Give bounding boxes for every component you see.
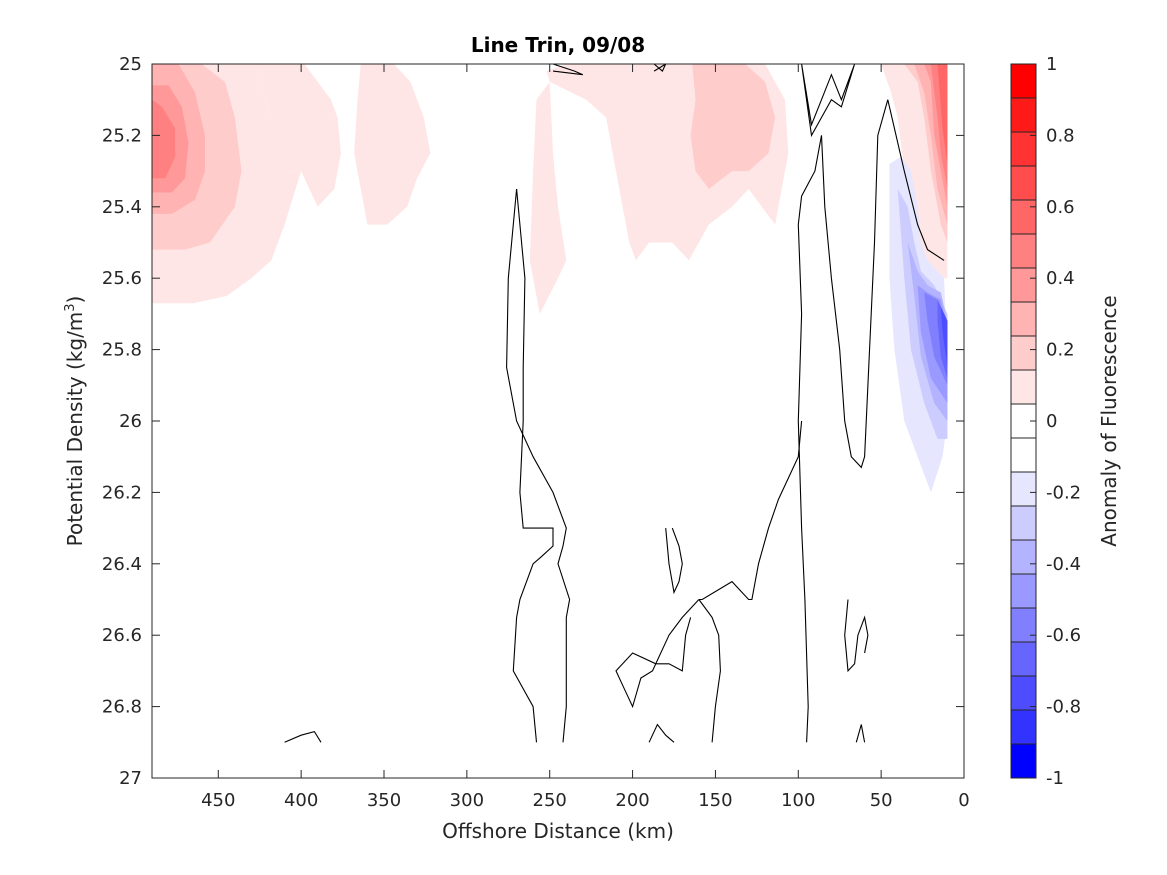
y-tick-label: 25 (119, 54, 142, 75)
y-tick-label: 25.8 (102, 340, 142, 361)
colorbar-tick-label: -0.4 (1046, 554, 1081, 575)
zero-contour-line-3 (797, 135, 823, 743)
zero-contour-line-8 (615, 599, 700, 709)
y-axis-label: Potential Density (kg/m3) (63, 296, 87, 547)
colorbar-swatch-2 (1011, 132, 1036, 167)
colorbar-swatch-15 (1011, 574, 1036, 609)
y-tick-label: 26 (119, 411, 142, 432)
filled-contour-regions (152, 64, 948, 493)
contour-region-2 (354, 64, 431, 225)
y-tick-label: 26.2 (102, 482, 142, 503)
x-axis-label: Offshore Distance (km) (442, 819, 674, 843)
colorbar-swatch-4 (1011, 200, 1036, 235)
colorbar-swatch-19 (1011, 710, 1036, 745)
zero-contour-line-5 (506, 188, 571, 743)
colorbar-tick-label: -0.8 (1046, 697, 1081, 718)
colorbar: 1 0.8 0.6 0.4 0.2 0 -0.2 -0.4 -0.6 -0.8 -1 (1010, 54, 1081, 789)
x-tick-label: 150 (698, 790, 732, 811)
y-axis-label-end: ) (63, 296, 87, 304)
x-tick-label: 300 (450, 790, 484, 811)
colorbar-swatch-1 (1011, 98, 1036, 133)
x-tick-label: 0 (958, 790, 969, 811)
zero-contour-line-9 (698, 599, 721, 743)
zero-contour-lines (284, 64, 945, 743)
zero-contour-line-2 (801, 64, 856, 138)
contour-region-23 (940, 306, 948, 368)
y-tick-label: 25.2 (102, 125, 142, 146)
colorbar-swatch-0 (1011, 64, 1036, 99)
colorbar-tick-label: -0.6 (1046, 625, 1081, 646)
colorbar-label: Anomaly of Fluorescence (1097, 295, 1121, 546)
colorbar-swatch-7 (1011, 302, 1036, 337)
colorbar-swatch-20 (1011, 744, 1036, 779)
zero-contour-line-13 (284, 730, 322, 743)
x-tick-label: 50 (870, 790, 893, 811)
colorbar-tick-label: 0.2 (1046, 340, 1075, 361)
y-axis-label-superscript: 3 (63, 303, 78, 311)
zero-contour-line-4 (820, 99, 945, 469)
colorbar-swatch-16 (1011, 608, 1036, 643)
x-tick-label: 250 (533, 790, 567, 811)
y-tick-label: 25.6 (102, 268, 142, 289)
zero-contour-line-7 (665, 527, 683, 595)
contour-region-21 (937, 64, 948, 164)
colorbar-tick-label: 0 (1046, 411, 1057, 432)
zero-contour-line-11 (844, 599, 869, 673)
colorbar-swatch-8 (1011, 336, 1036, 371)
colorbar-tick-label: 1 (1046, 54, 1057, 75)
colorbar-swatch-9 (1011, 370, 1036, 405)
y-tick-label: 26.4 (102, 554, 142, 575)
x-tick-label: 450 (201, 790, 235, 811)
colorbar-swatch-18 (1011, 676, 1036, 711)
colorbar-tick-label: -1 (1046, 768, 1064, 789)
colorbar-swatch-13 (1011, 506, 1036, 541)
x-tick-label: 400 (284, 790, 318, 811)
colorbar-swatch-3 (1011, 166, 1036, 201)
x-tick-label: 200 (615, 790, 649, 811)
y-tick-label: 25.4 (102, 197, 142, 218)
zero-contour-line-1 (653, 64, 667, 72)
y-tick-label: 26.8 (102, 697, 142, 718)
y-tick-label: 26.6 (102, 625, 142, 646)
zero-contour-line-6 (512, 188, 554, 743)
colorbar-swatch-11 (1011, 438, 1036, 473)
chart-title: Line Trin, 09/08 (471, 33, 645, 57)
colorbar-swatch-6 (1011, 268, 1036, 303)
colorbar-swatch-12 (1011, 472, 1036, 507)
y-axis-ticks: 25 25.2 25.4 25.6 25.8 26 26.2 26.4 26.6 26.8 27 (102, 54, 964, 789)
x-axis-ticks: 450 400 350 300 250 200 150 100 50 0 (201, 64, 970, 811)
colorbar-swatch-5 (1011, 234, 1036, 269)
zero-contour-line-10 (698, 420, 803, 601)
x-tick-label: 100 (781, 790, 815, 811)
y-axis-label-main: Potential Density (kg/m (63, 312, 87, 547)
contour-region-18 (152, 99, 176, 179)
colorbar-swatch-14 (1011, 540, 1036, 575)
zero-contour-line-0 (552, 64, 584, 76)
colorbar-tick-label: 0.4 (1046, 268, 1075, 289)
colorbar-tick-label: 0.8 (1046, 125, 1075, 146)
zero-contour-line-14 (855, 724, 866, 743)
contour-region-4 (529, 81, 567, 314)
contour-region-9 (690, 64, 776, 189)
colorbar-tick-label: -0.2 (1046, 482, 1081, 503)
colorbar-tick-label: 0.6 (1046, 197, 1075, 218)
contour-region-1 (254, 64, 341, 207)
colorbar-swatch-17 (1011, 642, 1036, 677)
y-tick-label: 27 (119, 768, 142, 789)
zero-contour-line-12 (648, 723, 675, 743)
x-tick-label: 350 (367, 790, 401, 811)
